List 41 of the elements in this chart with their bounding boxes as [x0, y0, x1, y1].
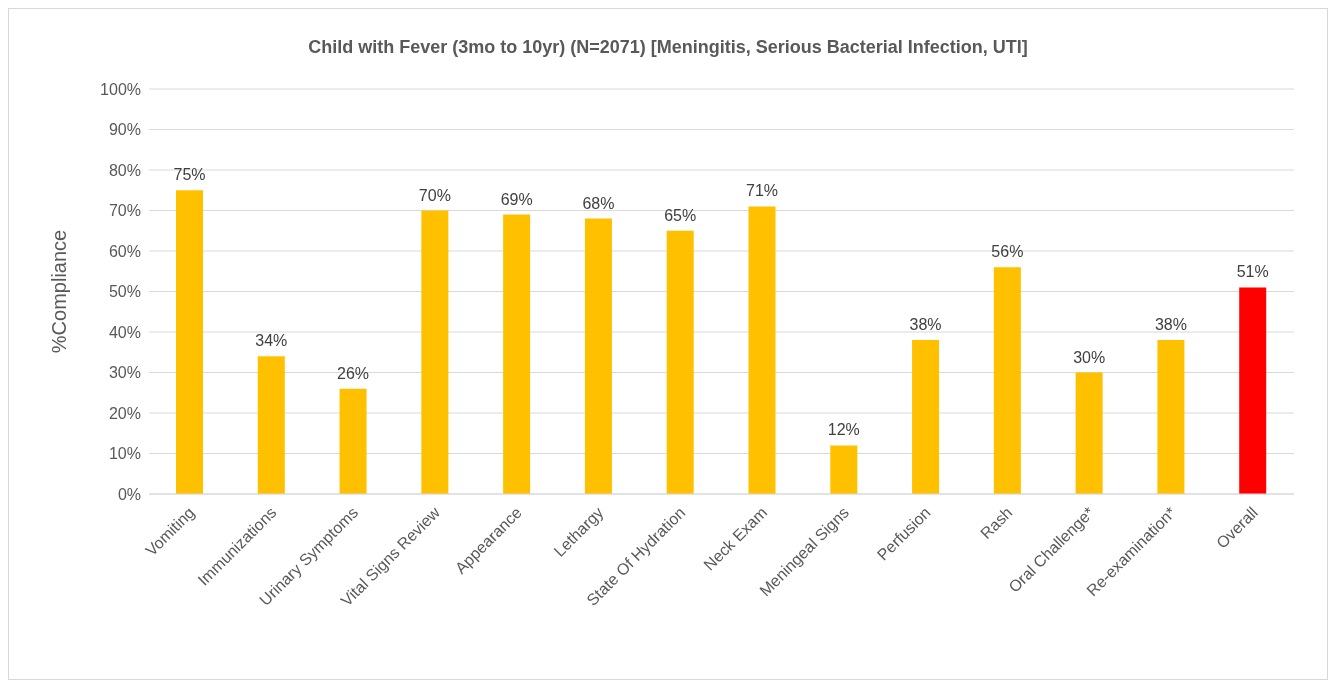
bar — [1075, 372, 1103, 494]
data-label: 56% — [991, 243, 1024, 261]
data-label: 38% — [1154, 316, 1187, 334]
y-tick-label: 20% — [108, 404, 141, 422]
bar — [666, 230, 694, 494]
y-tick-label: 10% — [108, 445, 141, 463]
data-label: 51% — [1236, 263, 1269, 281]
y-tick-label: 80% — [108, 161, 141, 179]
bar — [993, 267, 1021, 494]
y-tick-label: 40% — [108, 323, 141, 341]
data-label: 75% — [173, 166, 206, 184]
y-tick-label: 60% — [108, 242, 141, 260]
y-tick-label: 50% — [108, 283, 141, 301]
bar — [503, 214, 531, 494]
y-tick-label: 90% — [108, 121, 141, 139]
bar — [830, 445, 858, 494]
data-label: 30% — [1073, 348, 1106, 366]
data-label: 71% — [745, 182, 779, 200]
chart-title: Child with Fever (3mo to 10yr) (N=2071) [Meningitis, Serious Bacterial Infection, UTI] — [307, 37, 1029, 58]
y-tick-label: 0% — [117, 485, 141, 503]
data-label: 68% — [582, 194, 615, 212]
bar — [421, 210, 449, 494]
y-tick-label: 70% — [108, 202, 141, 220]
bar — [748, 206, 776, 494]
bar — [1157, 340, 1185, 494]
data-label: 70% — [418, 186, 451, 204]
y-tick-label: 100% — [100, 80, 141, 98]
data-label: 69% — [500, 190, 533, 208]
bar — [339, 388, 367, 494]
bar — [1239, 287, 1267, 494]
data-label: 12% — [827, 421, 860, 439]
data-label: 38% — [909, 316, 942, 334]
data-label: 34% — [255, 332, 288, 350]
y-axis-title: %Compliance — [48, 229, 71, 354]
bar — [912, 340, 940, 494]
data-label: 65% — [664, 206, 697, 224]
data-label: 26% — [337, 364, 370, 382]
y-tick-label: 30% — [108, 364, 141, 382]
bar — [584, 218, 612, 494]
bar — [176, 190, 203, 494]
bar — [257, 356, 285, 494]
